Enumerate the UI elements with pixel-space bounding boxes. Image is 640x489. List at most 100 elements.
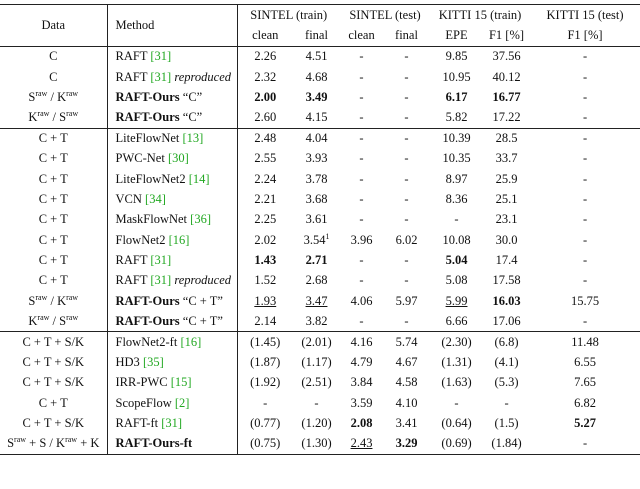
- method-cell: RAFT-Ours-ft: [107, 433, 238, 455]
- method-name: RAFT: [115, 273, 148, 288]
- value-cell: 4.58: [395, 375, 418, 390]
- data-cell: C + T: [0, 189, 108, 210]
- value-cell: (1.17): [301, 355, 332, 370]
- value-cell: 3.41: [395, 416, 418, 431]
- method-cite: [16]: [168, 232, 190, 247]
- value-cell: 3.93: [305, 151, 328, 166]
- value-text: 2.71: [305, 253, 328, 268]
- value-cell: 2.71: [293, 250, 340, 270]
- value-cell: -: [404, 110, 409, 125]
- table-row: C + T FlowNet2 [16] 2.02 3.541 3.96 6.02 10.08…: [0, 230, 640, 251]
- value-cell: 6.55: [574, 355, 596, 370]
- data-cell: C + T: [0, 168, 108, 190]
- header-cell: SINTEL (train): [250, 7, 328, 22]
- value-cell: 5.82: [445, 110, 468, 125]
- header-cell: Data: [0, 4, 108, 47]
- value-cell: 6.17: [430, 87, 483, 107]
- method-suffix: “C”: [182, 89, 203, 104]
- data-cell: Sraw / Kraw: [0, 291, 108, 312]
- superscript: raw: [35, 292, 48, 302]
- data-cell: C + T + S/K: [0, 372, 108, 394]
- header-cell: SINTEL (test): [349, 7, 421, 22]
- data-text: C + T + S/K: [22, 355, 85, 370]
- method-cite: [2]: [174, 395, 190, 410]
- data-cell: C: [0, 46, 108, 67]
- data-cell: C + T: [0, 148, 108, 169]
- method-name: FlowNet2: [115, 232, 166, 247]
- value-cell: (0.64): [441, 416, 472, 431]
- value-cell: -: [404, 49, 409, 64]
- value-cell: (0.77): [250, 416, 281, 431]
- method-cite: [15]: [170, 375, 192, 390]
- method-cell: RAFT-Ours “C + T”: [107, 291, 238, 312]
- value-cell: 1.93: [237, 291, 293, 311]
- method-suffix: “C”: [182, 110, 203, 125]
- value-cell: 2.00: [237, 87, 293, 107]
- value-cell: 5.08: [445, 273, 468, 288]
- data-text: C + T + S/K: [22, 334, 85, 349]
- table-row: C + T + S/K HD3 [35] (1.87) (1.17) 4.79 4.67 (…: [0, 352, 640, 373]
- method-name: RAFT: [115, 49, 148, 64]
- value-text: 5.99: [445, 293, 468, 308]
- value-cell: 3.96: [350, 232, 373, 247]
- value-cell: -: [404, 69, 409, 84]
- value-text: 6.17: [445, 89, 468, 104]
- data-text: C: [49, 49, 58, 64]
- data-text: + K: [80, 436, 100, 451]
- value-cell: (1.30): [301, 436, 332, 451]
- value-cell: 16.77: [483, 87, 530, 107]
- value-cell: -: [582, 151, 588, 166]
- value-cell: 3.47: [293, 291, 340, 311]
- data-cell: Sraw + S / Kraw + K: [0, 433, 108, 455]
- value-cell: 10.35: [442, 151, 471, 166]
- value-cell: 10.95: [442, 69, 471, 84]
- data-cell: C + T + S/K: [0, 352, 108, 373]
- value-cell: -: [582, 131, 588, 145]
- value-cell: -: [404, 89, 409, 104]
- value-cell: 5.97: [395, 293, 418, 308]
- value-cell: -: [359, 151, 364, 166]
- method-cell: RAFT [31]: [107, 250, 238, 271]
- value-cell: -: [582, 273, 588, 288]
- value-cell: -: [582, 191, 588, 206]
- data-cell: Sraw / Kraw: [0, 87, 108, 108]
- data-cell: C + T: [0, 270, 108, 292]
- header-row: Data Method SINTEL (train) SINTEL (test)…: [0, 4, 640, 47]
- value-cell: (2.30): [441, 334, 472, 349]
- value-cell: (5.3): [494, 375, 519, 390]
- table-row: C + T MaskFlowNet [36] 2.25 3.61 - - - 23.1 -: [0, 209, 640, 231]
- value-cell: 4.04: [305, 131, 328, 145]
- table-row: C + T VCN [34] 2.21 3.68 - - 8.36 25.1 -: [0, 189, 640, 210]
- value-cell: 7.65: [574, 375, 596, 390]
- value-cell: 2.60: [254, 110, 277, 125]
- value-text: 16.77: [492, 89, 521, 104]
- value-cell: -: [404, 151, 409, 166]
- value-cell: 4.67: [395, 355, 418, 370]
- data-text: / K: [50, 293, 67, 308]
- table-row: C + T + S/K FlowNet2-ft [16] (1.45) (2.01) 4…: [0, 331, 640, 353]
- table-row: C + T LiteFlowNet2 [14] 2.24 3.78 - - 8.97 25.9…: [0, 168, 640, 190]
- method-cell: VCN [34]: [107, 189, 238, 210]
- header-cell: KITTI 15 (test): [546, 7, 624, 22]
- data-text: C + T: [38, 131, 68, 145]
- data-cell: C + T: [0, 250, 108, 271]
- value-cell: -: [582, 314, 588, 329]
- value-cell: 4.15: [305, 110, 328, 125]
- value-cell: -: [404, 191, 409, 206]
- value-cell: 28.5: [495, 131, 518, 145]
- data-text: C + T: [38, 395, 68, 410]
- value-cell: 6.02: [395, 232, 418, 247]
- header-cell: Method: [107, 4, 238, 47]
- method-cite: [35]: [142, 355, 164, 370]
- value-cell: 33.7: [495, 151, 518, 166]
- value-text: 2.43: [350, 436, 373, 451]
- value-cell: -: [359, 89, 364, 104]
- value-cell: (1.31): [441, 355, 472, 370]
- header-cell: EPE: [445, 28, 468, 43]
- value-cell: 1.52: [254, 273, 277, 288]
- value-text: 3.54: [303, 232, 326, 247]
- value-cell: 3.84: [350, 375, 373, 390]
- value-cell: -: [582, 436, 588, 451]
- value-text: 2.00: [254, 89, 277, 104]
- superscript: raw: [35, 88, 48, 98]
